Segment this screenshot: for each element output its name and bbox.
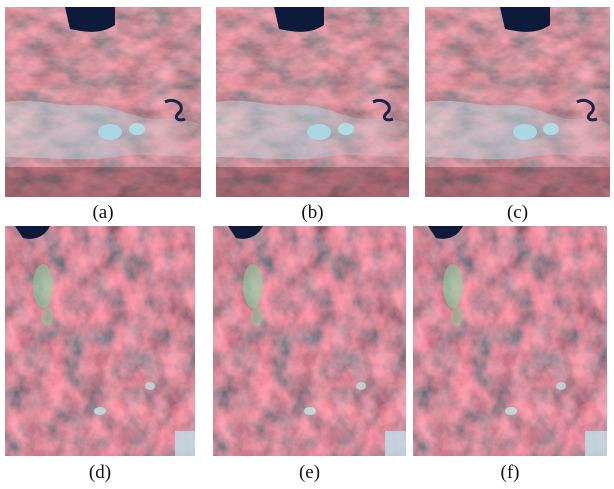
panel-f: (f) (413, 226, 607, 488)
panel-a: (a) (5, 7, 201, 233)
satellite-image-a (5, 7, 201, 197)
panel-e: (e) (213, 226, 406, 488)
caption-f: (f) (500, 462, 520, 483)
caption-a: (a) (92, 202, 114, 223)
caption-e: (e) (298, 462, 321, 483)
satellite-image-c (425, 7, 610, 197)
panel-c: (c) (425, 7, 610, 233)
caption-d: (d) (88, 462, 112, 483)
satellite-image-b (216, 7, 409, 197)
panel-d: (d) (5, 226, 195, 488)
caption-c: (c) (506, 202, 529, 223)
satellite-image-f (413, 226, 607, 456)
satellite-image-d (5, 226, 195, 456)
satellite-image-e (213, 226, 406, 456)
caption-b: (b) (301, 202, 324, 223)
panel-b: (b) (216, 7, 409, 233)
